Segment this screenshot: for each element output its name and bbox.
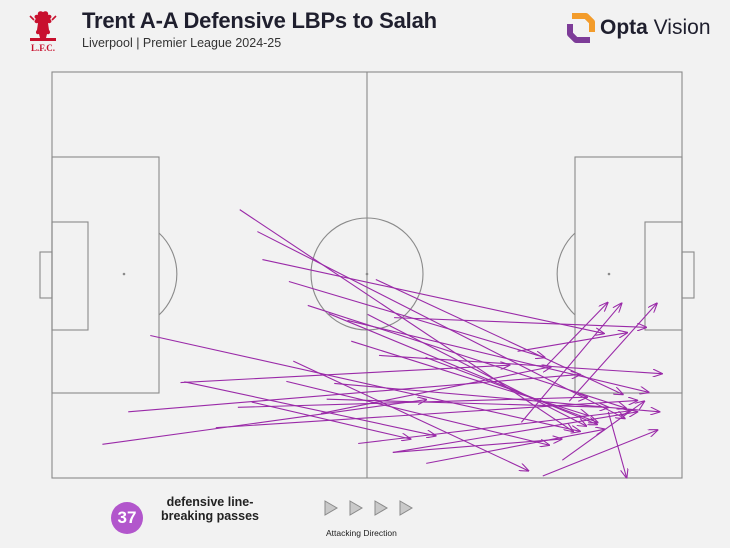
- pass-arrow: [288, 280, 545, 357]
- pass-arrow: [425, 356, 598, 422]
- opta-logo-icon: [567, 13, 595, 43]
- header: L.F.C. Trent A-A Defensive LBPs to Salah…: [0, 0, 730, 64]
- page-subtitle: Liverpool | Premier League 2024-25: [82, 36, 282, 50]
- left-penalty-arc: [158, 232, 178, 316]
- pass-arrow: [568, 303, 657, 402]
- pass-arrow: [517, 333, 628, 352]
- center-spot: [365, 272, 369, 276]
- right-penalty-spot: [607, 272, 611, 276]
- pass-arrow: [262, 259, 603, 334]
- pass-arrow: [326, 398, 609, 407]
- pass-arrow: [102, 400, 426, 445]
- attacking-direction-arrows: [324, 500, 413, 516]
- pass-arrow: [215, 400, 637, 429]
- direction-arrow-icon: [399, 500, 413, 516]
- pass-arrow: [607, 411, 626, 478]
- pass-arrow: [150, 334, 580, 431]
- pass-arrow: [394, 317, 646, 328]
- brand-word: Vision: [647, 16, 711, 39]
- lfc-crest-icon: L.F.C.: [29, 11, 57, 53]
- pass-arrow: [320, 367, 551, 414]
- pass-arrow: [307, 304, 626, 408]
- pass-arrow: [358, 411, 629, 445]
- brand-word-bold: Opta: [600, 16, 648, 39]
- pass-arrow: [367, 313, 587, 426]
- pass-arrow: [542, 430, 658, 477]
- pass-arrow: [286, 380, 549, 445]
- direction-arrow-icon: [349, 500, 363, 516]
- pass-count-badge: 37: [111, 502, 143, 534]
- pass-arrow: [426, 429, 604, 464]
- pass-arrow: [351, 340, 588, 415]
- right-penalty-arc: [556, 232, 576, 316]
- pass-arrow: [561, 401, 644, 461]
- direction-arrow-icon: [374, 500, 388, 516]
- pass-arrow: [184, 381, 435, 436]
- pass-arrow: [375, 278, 623, 394]
- right-goal: [681, 251, 695, 299]
- page-title: Trent A-A Defensive LBPs to Salah: [82, 8, 437, 33]
- direction-arrow-icon: [324, 500, 338, 516]
- left-penalty-spot: [122, 272, 126, 276]
- pass-arrow: [520, 303, 621, 423]
- pass-arrow: [392, 439, 562, 453]
- pitch-spots: [122, 272, 611, 276]
- pass-arrow: [128, 374, 580, 413]
- left-goal: [39, 251, 53, 299]
- pass-arrows: [102, 209, 662, 478]
- opta-vision-logo: Opta Vision: [566, 12, 716, 44]
- pass-arrow: [545, 303, 608, 367]
- pass-arrow: [347, 319, 648, 392]
- pass-arrow: [293, 360, 528, 471]
- pass-arrow: [378, 354, 662, 373]
- brand-text: Opta Vision: [600, 16, 711, 40]
- pass-arrow: [239, 209, 573, 432]
- pass-count-label: defensive line-breaking passes: [161, 495, 259, 523]
- pass-arrow: [251, 401, 411, 439]
- pass-arrow: [257, 231, 624, 419]
- crest-text: L.F.C.: [31, 43, 55, 53]
- attacking-direction-label: Attacking Direction: [326, 528, 397, 538]
